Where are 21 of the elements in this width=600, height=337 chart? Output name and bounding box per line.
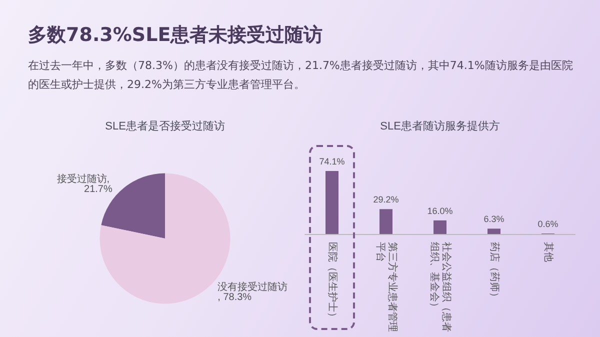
chart-title: SLE患者随访服务提供方 [380,120,500,132]
bar [380,209,392,234]
text: 在过去一年中，多数（78.3%）的患者没有接受过随访，21.7%患者接受过随访，其中74.1%随访服务是由医院的医生或护士提供，29.2%为第三方专业患者管理平台。 [28,58,573,93]
bar [326,171,338,234]
data-label: 6.3% [484,214,504,224]
data-label: , 78.3% [218,292,252,303]
x-tick-label: 药店（药师） [488,242,500,302]
bar [488,228,500,234]
text: 多数78.3%SLE患者未接受过随访 [28,23,323,48]
chart-title: SLE患者是否接受过随访 [105,120,225,132]
bar [434,220,446,234]
data-label: 16.0% [427,206,453,216]
slice-label: 接受过随访, 21.7% [56,173,112,196]
data-label: 74.1% [319,156,345,167]
data-label: 0.6% [538,218,558,229]
x-tick-label: 医院（医生护士） [326,242,338,322]
data-label: 29.2% [373,194,399,205]
x-tick-label: 社会公益组织（患者组织、基金会） [428,242,452,332]
slice-label: 没有接受过随访 [218,280,288,293]
x-tick-label: 其他 [542,242,554,262]
x-tick-label: 第三方专业患者管理平台 [374,242,398,332]
